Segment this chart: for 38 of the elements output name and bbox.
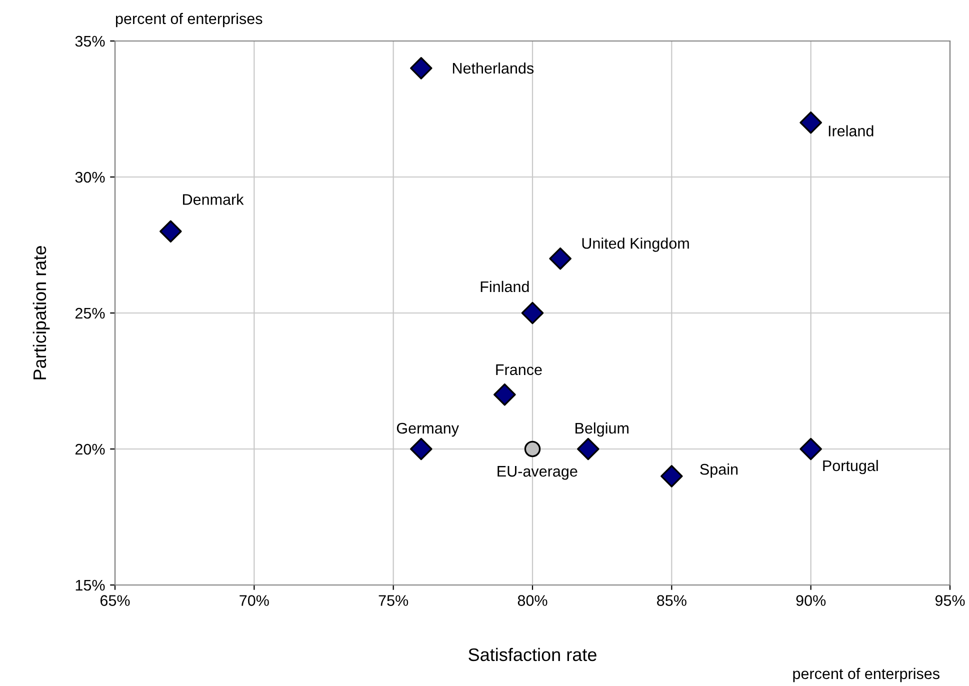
series-label: EU-average xyxy=(498,466,578,480)
series-label: Ireland xyxy=(828,125,874,136)
point xyxy=(577,438,600,460)
x-tick-label: 80% xyxy=(518,595,548,606)
series-label: Finland xyxy=(480,280,529,292)
point xyxy=(410,57,432,80)
series-label: Belgium xyxy=(576,422,628,437)
x-tick-label: 85% xyxy=(657,595,686,606)
point xyxy=(549,247,572,270)
y-tick-label: 15% xyxy=(76,580,105,591)
series-label: Portugal xyxy=(823,460,878,474)
y-axis-title: Participation rate xyxy=(32,246,50,380)
x-tick-label: 90% xyxy=(796,595,826,606)
y-tick-label: 25% xyxy=(75,308,105,319)
series-label: United Kingdom xyxy=(582,238,689,252)
point xyxy=(524,440,541,458)
series-label: Spain xyxy=(700,464,738,478)
text: percent of enterprises xyxy=(793,668,940,682)
point xyxy=(494,383,516,406)
point xyxy=(160,220,182,243)
text: percent of enterprises xyxy=(116,12,262,28)
y-tick-label: 30% xyxy=(75,172,105,183)
point xyxy=(800,111,822,134)
y-tick-label: 35% xyxy=(75,36,105,47)
series-label: Netherlands xyxy=(452,62,534,74)
x-tick-label: 95% xyxy=(935,595,965,606)
x-tick-label: 65% xyxy=(100,595,130,606)
point xyxy=(410,438,432,460)
x-axis-title: Satisfaction rate xyxy=(468,648,596,662)
point xyxy=(800,438,822,460)
point xyxy=(660,465,683,488)
point xyxy=(521,302,544,324)
x-tick-label: 75% xyxy=(378,595,408,606)
series-label: Germany xyxy=(396,422,459,437)
y-tick-label: 20% xyxy=(75,444,105,455)
x-tick-label: 70% xyxy=(240,595,269,606)
series-label: France xyxy=(496,364,542,376)
series-label: Denmark xyxy=(183,194,244,205)
